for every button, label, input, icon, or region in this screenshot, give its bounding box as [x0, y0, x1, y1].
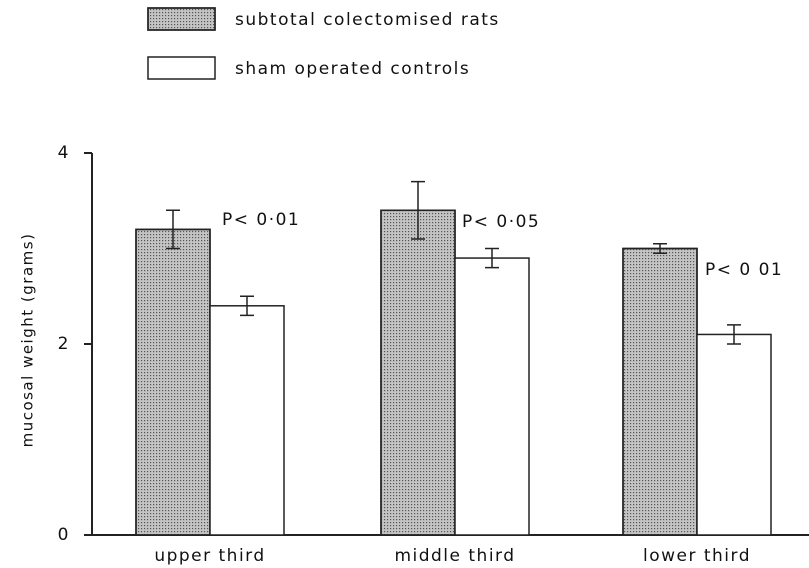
- bar-pattern: [380, 209, 456, 536]
- bar-pattern: [622, 247, 698, 536]
- legend-label: subtotal colectomised rats: [235, 10, 500, 30]
- error-bar: [485, 247, 499, 269]
- error-bar: [166, 209, 180, 250]
- annotation: P< 0 01: [705, 260, 783, 280]
- error-bar: [411, 180, 425, 240]
- annotation: P< 0·01: [222, 210, 300, 230]
- x-tick-label: lower third: [643, 546, 751, 566]
- y-tick-label: 4: [58, 143, 70, 163]
- y-axis-label: mucosal weight (grams): [19, 233, 37, 448]
- annotation: P< 0·05: [462, 212, 540, 232]
- x-tick-label: middle third: [394, 546, 515, 566]
- legend-swatch: [147, 56, 216, 80]
- bar-pattern: [135, 228, 211, 536]
- error-bar: [240, 295, 254, 317]
- error-bar: [653, 242, 667, 255]
- error-bar: [727, 324, 741, 345]
- x-tick-label: upper third: [154, 546, 265, 566]
- bar: [696, 333, 772, 536]
- legend-label: sham operated controls: [235, 59, 470, 79]
- bar: [209, 305, 285, 536]
- y-tick-label: 2: [58, 334, 70, 354]
- legend-swatch-pattern: [147, 7, 216, 31]
- bar: [454, 257, 530, 536]
- y-tick-label: 0: [58, 525, 70, 545]
